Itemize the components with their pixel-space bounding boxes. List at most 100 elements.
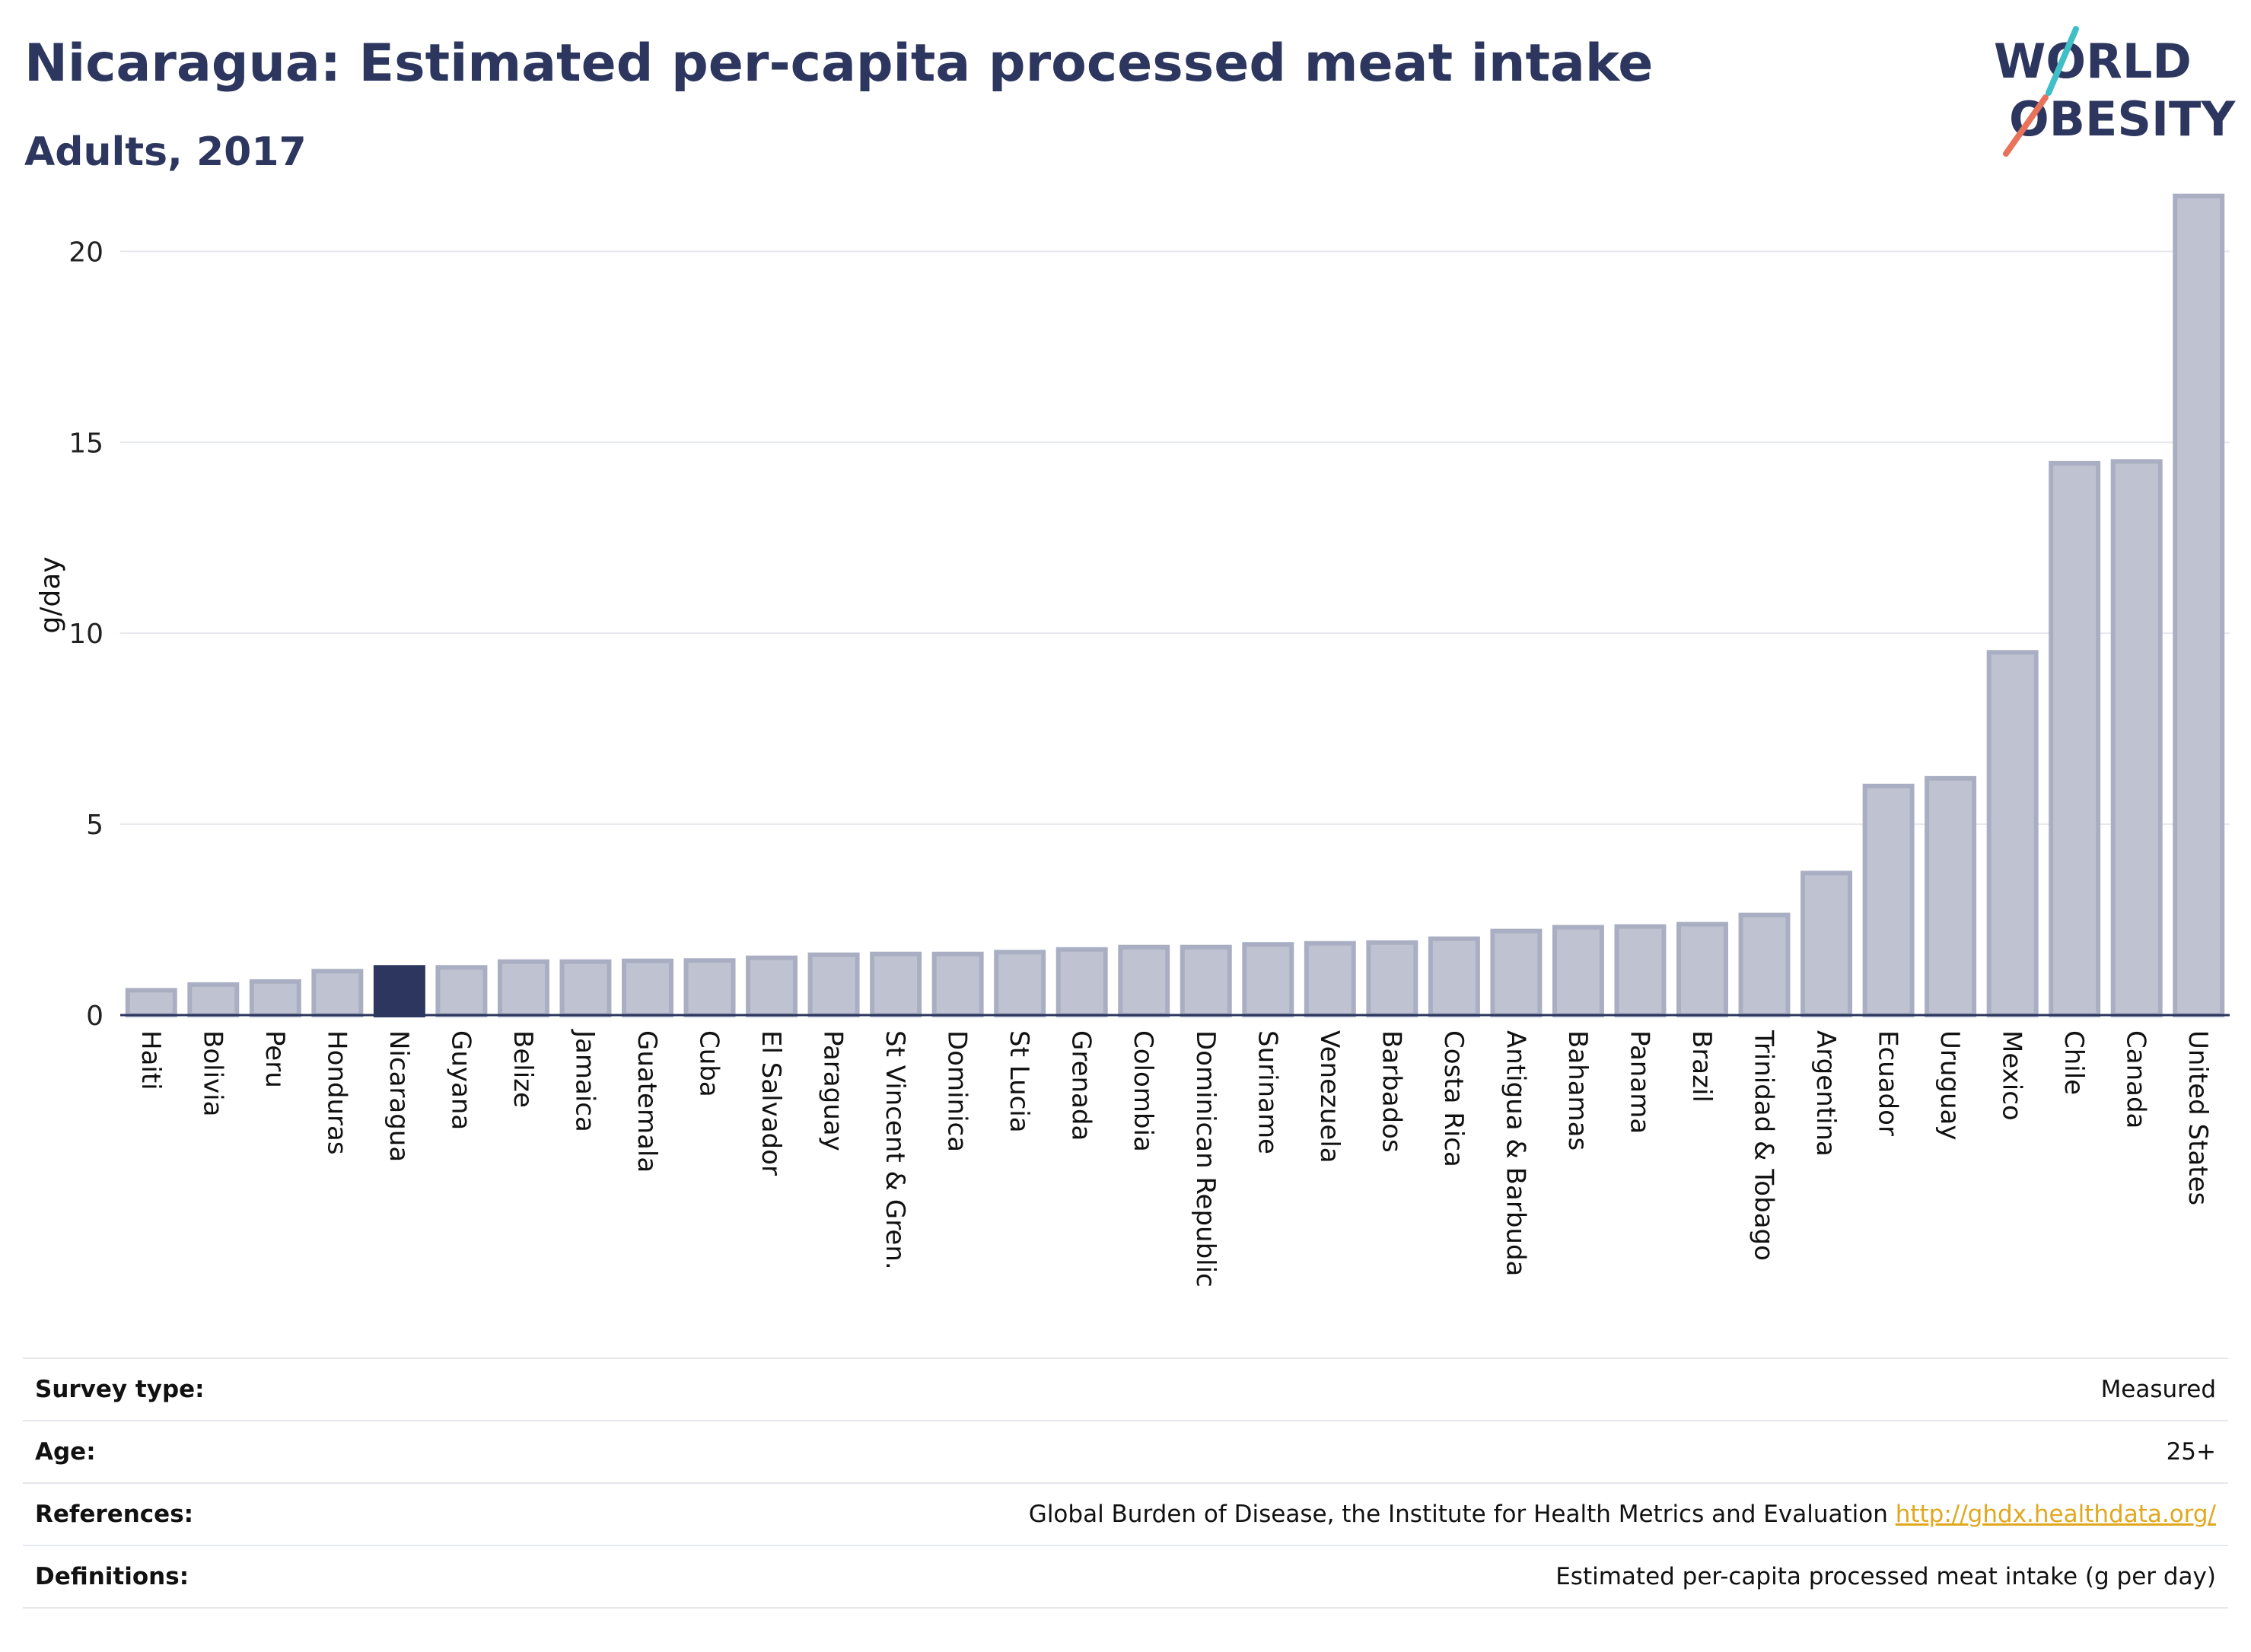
grid-lines bbox=[120, 250, 2230, 826]
survey-type-label: Survey type: bbox=[23, 1358, 327, 1421]
bar bbox=[1738, 912, 1791, 1018]
survey-type-value: Measured bbox=[326, 1358, 2228, 1421]
x-tick-label: Mexico bbox=[1997, 1030, 2027, 1121]
bar bbox=[311, 969, 364, 1017]
x-tick-label: Venezuela bbox=[1314, 1030, 1345, 1163]
x-tick-label: United States bbox=[2183, 1030, 2213, 1205]
x-tick-label: Bahamas bbox=[1562, 1030, 1593, 1151]
x-tick-label: Canada bbox=[2121, 1030, 2151, 1128]
bars bbox=[125, 193, 2225, 1018]
x-tick-label: Brazil bbox=[1686, 1030, 1717, 1103]
age-label: Age: bbox=[23, 1420, 327, 1484]
x-tick-label: Uruguay bbox=[1934, 1030, 1965, 1141]
bar bbox=[1055, 947, 1108, 1017]
x-tick-label: Dominican Republic bbox=[1190, 1030, 1221, 1288]
info-row-survey-type: Survey type: Measured bbox=[23, 1358, 2228, 1421]
x-tick-label: Peru bbox=[259, 1030, 290, 1088]
bar bbox=[1180, 944, 1232, 1018]
age-value: 25+ bbox=[326, 1420, 2228, 1484]
x-tick-label: Belize bbox=[508, 1030, 538, 1108]
bar bbox=[187, 982, 240, 1017]
info-row-definitions: Definitions: Estimated per-capita proces… bbox=[23, 1545, 2228, 1609]
x-tick-label: Panama bbox=[1624, 1030, 1654, 1134]
bar bbox=[497, 959, 549, 1018]
bar bbox=[1614, 924, 1667, 1017]
x-tick-label: Dominica bbox=[942, 1030, 973, 1152]
bar bbox=[622, 958, 673, 1017]
world-obesity-logo: WORLD OBESITY bbox=[1994, 26, 2236, 157]
logo-slash-upper bbox=[2046, 26, 2079, 96]
bar bbox=[1242, 942, 1294, 1018]
bar bbox=[994, 950, 1046, 1017]
x-axis-labels: Haiti Bolivia Peru Honduras Nicaragua Guyana B… bbox=[135, 1029, 2213, 1288]
info-table: Survey type: Measured Age: 25+ Reference… bbox=[23, 1358, 2228, 1609]
references-value: Global Burden of Disease, the Institute … bbox=[1028, 1501, 1888, 1528]
y-tick-label: 10 bbox=[68, 619, 103, 650]
y-tick-label: 20 bbox=[68, 237, 103, 268]
logo-line1: WORLD bbox=[1994, 33, 2192, 89]
bar bbox=[1552, 925, 1604, 1017]
bar bbox=[1862, 783, 1915, 1017]
references-link[interactable]: http://ghdx.healthdata.org/ bbox=[1895, 1501, 2216, 1528]
info-row-references: References: Global Burden of Disease, th… bbox=[23, 1482, 2228, 1546]
x-tick-label: Grenada bbox=[1066, 1030, 1097, 1141]
bar bbox=[1986, 650, 2039, 1017]
x-tick-label: Trinidad & Tobago bbox=[1749, 1030, 1779, 1261]
info-row-age: Age: 25+ bbox=[23, 1420, 2228, 1484]
bar bbox=[1304, 941, 1356, 1018]
bar bbox=[683, 958, 736, 1017]
bar bbox=[746, 955, 798, 1018]
y-axis-title: g/day bbox=[35, 556, 66, 633]
bar bbox=[559, 959, 612, 1018]
x-tick-label: El Salvador bbox=[756, 1030, 786, 1176]
bar bbox=[1366, 940, 1418, 1017]
bar bbox=[249, 979, 301, 1017]
bar bbox=[1428, 936, 1480, 1017]
x-tick-label: Chile bbox=[2058, 1030, 2089, 1095]
bar bbox=[1118, 944, 1170, 1018]
bar bbox=[2110, 459, 2163, 1017]
chart-title: Nicaragua: Estimated per-capita processe… bbox=[24, 33, 1654, 94]
bar bbox=[1676, 921, 1728, 1017]
logo-slash-lower bbox=[2003, 94, 2049, 157]
bar bbox=[2049, 460, 2101, 1017]
x-tick-label: Haiti bbox=[135, 1030, 166, 1090]
bar bbox=[373, 965, 425, 1017]
x-tick-label: Colombia bbox=[1128, 1030, 1158, 1152]
x-tick-label: Jamaica bbox=[569, 1029, 600, 1132]
x-tick-label: Honduras bbox=[321, 1030, 352, 1155]
x-tick-label: Antigua & Barbuda bbox=[1500, 1030, 1530, 1276]
x-tick-label: Ecuador bbox=[1873, 1030, 1903, 1136]
definitions-label: Definitions: bbox=[23, 1545, 327, 1609]
x-tick-label: Suriname bbox=[1252, 1030, 1282, 1154]
x-tick-label: Barbados bbox=[1376, 1030, 1406, 1153]
x-tick-label: St Vincent & Gren. bbox=[880, 1030, 910, 1270]
references-label: References: bbox=[23, 1482, 327, 1546]
x-tick-label: St Lucia bbox=[1004, 1030, 1034, 1133]
bar-chart: 0 5 10 15 20 Haiti Bolivia Peru Honduras Nicarag… bbox=[35, 193, 2230, 1288]
y-axis-ticks: 0 5 10 15 20 bbox=[68, 237, 103, 1032]
bar bbox=[807, 952, 860, 1018]
bar bbox=[2173, 193, 2225, 1018]
x-tick-label: Costa Rica bbox=[1438, 1030, 1469, 1167]
x-tick-label: Paraguay bbox=[818, 1030, 849, 1151]
chart-subtitle: Adults, 2017 bbox=[24, 129, 307, 175]
y-tick-label: 15 bbox=[68, 428, 103, 459]
bar bbox=[870, 951, 922, 1018]
bar bbox=[435, 965, 488, 1017]
y-tick-label: 0 bbox=[86, 1001, 103, 1032]
x-tick-label: Guyana bbox=[445, 1030, 476, 1130]
bar bbox=[125, 988, 177, 1018]
x-tick-label: Bolivia bbox=[197, 1030, 228, 1116]
bar bbox=[1925, 775, 1977, 1017]
bar bbox=[1800, 871, 1853, 1017]
bar bbox=[1490, 928, 1543, 1017]
x-tick-label: Argentina bbox=[1810, 1030, 1841, 1157]
x-tick-label: Cuba bbox=[694, 1030, 724, 1097]
bar bbox=[931, 951, 984, 1018]
x-tick-label: Guatemala bbox=[632, 1030, 662, 1173]
definitions-value: Estimated per-capita processed meat inta… bbox=[326, 1545, 2228, 1609]
y-tick-label: 5 bbox=[86, 810, 103, 841]
x-tick-label: Nicaragua bbox=[384, 1030, 414, 1162]
references-value-cell: Global Burden of Disease, the Institute … bbox=[326, 1482, 2228, 1546]
